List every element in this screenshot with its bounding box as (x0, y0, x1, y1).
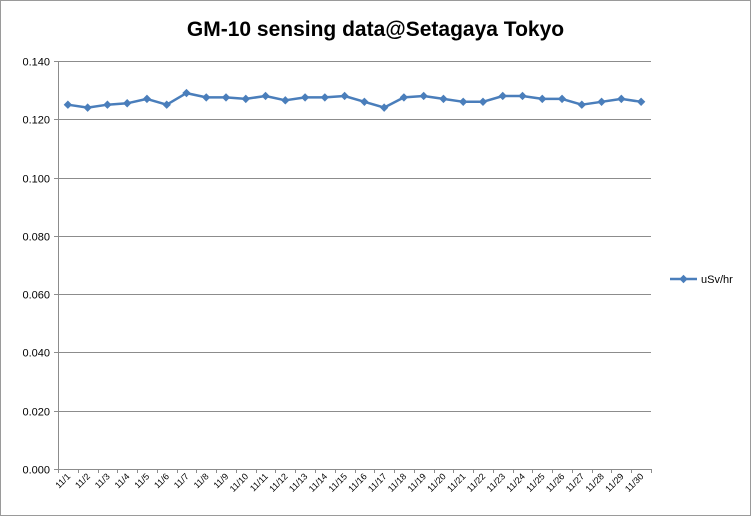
data-point (103, 100, 112, 109)
data-point (459, 97, 468, 106)
y-axis: 0.000 0.020 0.040 0.060 0.080 0.100 0.120 0.140 (22, 57, 59, 477)
chart-title: GM-10 sensing data@Setagaya Tokyo (186, 18, 565, 41)
data-point (202, 93, 211, 102)
x-tick-label: 11/30 (623, 471, 646, 494)
data-point (577, 100, 587, 109)
data-point (320, 93, 330, 102)
data-point (617, 94, 626, 104)
x-tick-label: 11/4 (113, 471, 132, 490)
x-tick-label: 11/16 (346, 471, 369, 494)
x-tick-label: 11/12 (267, 471, 290, 494)
data-point (478, 97, 488, 106)
legend-marker (679, 274, 688, 284)
data-point (379, 103, 389, 112)
data-point (281, 96, 290, 105)
data-point (162, 100, 171, 109)
x-tick-label: 11/17 (366, 471, 389, 494)
x-tick-label: 11/7 (172, 471, 191, 490)
x-tick-label: 11/2 (73, 471, 92, 490)
x-tick-label: 11/26 (544, 471, 567, 494)
x-tick-label: 11/14 (307, 471, 330, 494)
data-point (63, 100, 73, 109)
y-tick-label: 0.000 (22, 465, 50, 477)
data-point (636, 97, 646, 106)
series-layer (63, 88, 646, 112)
data-point (498, 91, 507, 101)
data-point (300, 93, 310, 102)
series-line (67, 91, 642, 109)
data-point (597, 97, 606, 106)
x-tick-label: 11/6 (152, 471, 171, 490)
data-point (83, 103, 92, 112)
x-tick-label: 11/21 (445, 471, 468, 494)
data-point (439, 94, 448, 104)
legend-label: uSv/hr (701, 274, 733, 286)
legend: uSv/hr (670, 274, 733, 286)
x-tick-label: 11/10 (228, 471, 251, 494)
x-tick-label: 11/13 (287, 471, 310, 494)
y-tick-label: 0.120 (22, 115, 50, 127)
x-tick-label: 11/22 (465, 471, 488, 494)
y-tick-label: 0.140 (22, 57, 50, 69)
x-axis: 11/1 11/2 11/3 11/4 11/5 11/6 11/7 11/8 11/911/1… (53, 469, 652, 494)
y-tick-label: 0.060 (22, 290, 50, 302)
data-point (340, 91, 349, 101)
data-point (261, 91, 270, 101)
data-point (518, 91, 527, 101)
data-point (538, 94, 547, 104)
data-point (557, 94, 567, 104)
data-point (241, 94, 250, 104)
x-tick-label: 11/27 (564, 471, 587, 494)
x-tick-label: 11/15 (327, 471, 350, 494)
x-tick-label: 11/24 (504, 471, 527, 494)
data-point (399, 93, 409, 102)
y-tick-label: 0.100 (22, 174, 50, 186)
x-tick-label: 11/5 (132, 471, 151, 490)
x-tick-label: 11/23 (485, 471, 508, 494)
x-tick-label: 11/28 (583, 471, 606, 494)
data-point (122, 99, 132, 108)
x-tick-label: 11/19 (406, 471, 429, 494)
x-tick-label: 11/18 (386, 471, 409, 494)
x-tick-label: 11/25 (524, 471, 547, 494)
x-tick-label: 11/1 (53, 471, 72, 490)
x-tick-label: 11/11 (248, 471, 270, 493)
data-point (360, 97, 369, 106)
y-tick-label: 0.080 (22, 232, 50, 244)
data-point (419, 91, 428, 101)
x-tick-label: 11/29 (603, 471, 626, 494)
x-tick-label: 11/20 (425, 471, 448, 494)
y-tick-label: 0.020 (22, 407, 50, 419)
gridlines (58, 61, 651, 470)
x-tick-label: 11/3 (93, 471, 112, 490)
data-point (142, 94, 152, 104)
y-tick-label: 0.040 (22, 348, 50, 360)
data-point (221, 93, 231, 102)
x-tick-label: 11/8 (192, 471, 211, 490)
data-point (182, 88, 191, 98)
